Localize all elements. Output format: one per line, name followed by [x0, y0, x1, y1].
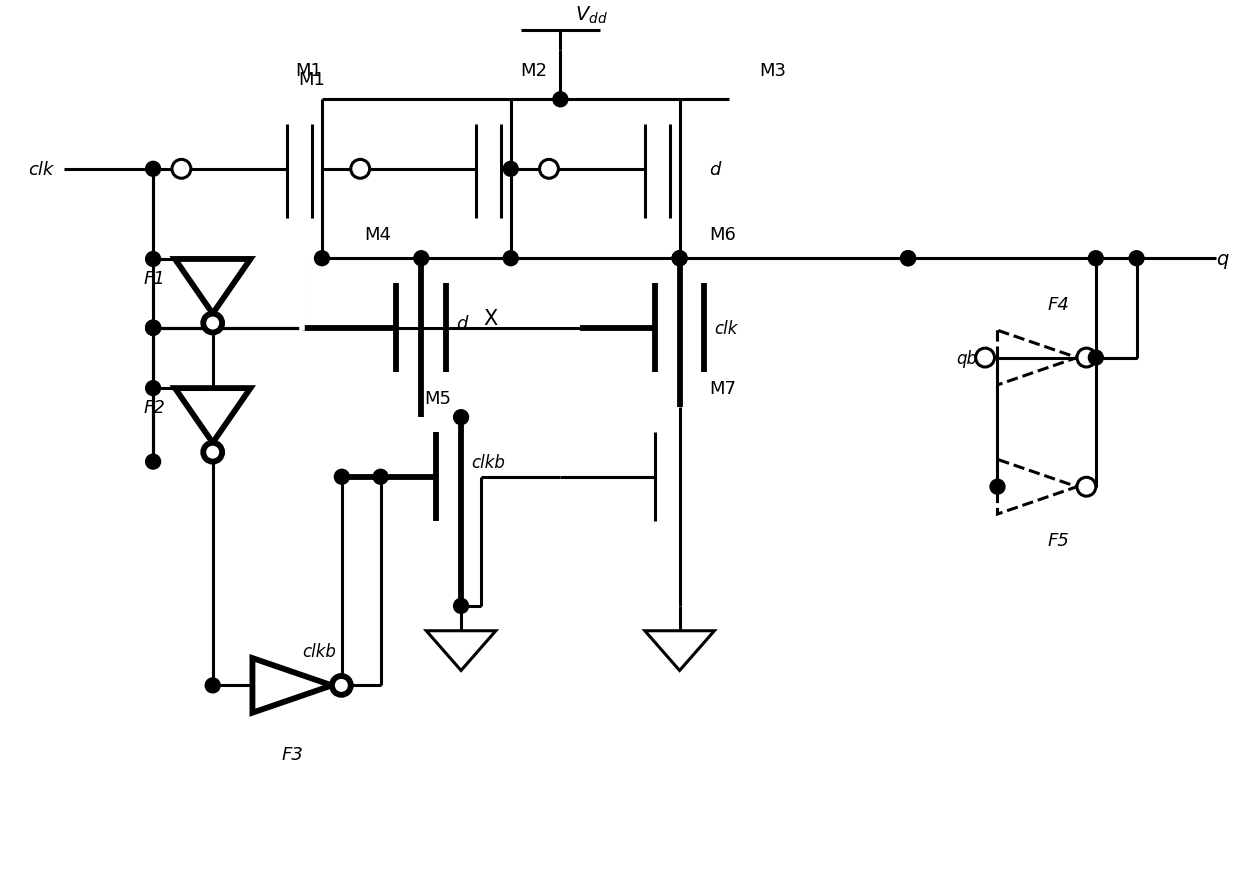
- Circle shape: [145, 321, 160, 336]
- Text: F1: F1: [143, 270, 165, 288]
- Text: clkb: clkb: [471, 453, 505, 471]
- Circle shape: [672, 251, 687, 266]
- Text: qb: qb: [956, 350, 977, 367]
- Circle shape: [315, 251, 330, 266]
- Text: d: d: [456, 315, 467, 333]
- Circle shape: [503, 251, 518, 266]
- Circle shape: [976, 349, 994, 367]
- Text: F3: F3: [281, 746, 303, 763]
- Circle shape: [672, 251, 687, 266]
- Text: M4: M4: [365, 226, 392, 244]
- Circle shape: [172, 160, 191, 179]
- Circle shape: [145, 162, 160, 177]
- Text: q: q: [1216, 249, 1229, 268]
- Circle shape: [900, 251, 915, 266]
- Text: M6: M6: [709, 226, 737, 244]
- Text: M2: M2: [521, 63, 548, 80]
- Circle shape: [373, 469, 388, 485]
- Text: $V_{dd}$: $V_{dd}$: [575, 4, 608, 26]
- Text: F4: F4: [1047, 296, 1069, 314]
- Circle shape: [206, 679, 221, 693]
- Text: F5: F5: [1047, 532, 1069, 550]
- Text: clk: clk: [714, 319, 738, 337]
- Circle shape: [414, 251, 429, 266]
- Text: M3: M3: [759, 63, 786, 80]
- Circle shape: [145, 381, 160, 396]
- Circle shape: [145, 455, 160, 469]
- Text: d: d: [541, 161, 552, 179]
- Text: M1: M1: [299, 72, 325, 89]
- Text: M5: M5: [424, 390, 451, 408]
- Text: F2: F2: [143, 399, 165, 417]
- Circle shape: [1078, 477, 1096, 496]
- Circle shape: [335, 469, 350, 485]
- Circle shape: [203, 443, 222, 462]
- Circle shape: [1130, 251, 1145, 266]
- Circle shape: [553, 93, 568, 107]
- Circle shape: [454, 410, 469, 426]
- Text: M1: M1: [295, 63, 322, 80]
- Circle shape: [145, 252, 160, 267]
- Text: clk: clk: [29, 161, 53, 179]
- Circle shape: [503, 162, 518, 177]
- Text: M7: M7: [709, 380, 737, 398]
- Circle shape: [1089, 350, 1104, 366]
- Circle shape: [1089, 251, 1104, 266]
- Text: X: X: [484, 308, 498, 328]
- Circle shape: [990, 480, 1004, 494]
- Circle shape: [900, 251, 915, 266]
- Circle shape: [1078, 349, 1096, 367]
- Circle shape: [351, 160, 370, 179]
- Circle shape: [145, 321, 160, 336]
- Text: clkb: clkb: [303, 642, 336, 660]
- Text: d: d: [709, 161, 720, 179]
- Circle shape: [454, 599, 469, 613]
- Circle shape: [203, 315, 222, 333]
- Circle shape: [145, 321, 160, 336]
- Circle shape: [332, 676, 351, 695]
- Circle shape: [539, 160, 558, 179]
